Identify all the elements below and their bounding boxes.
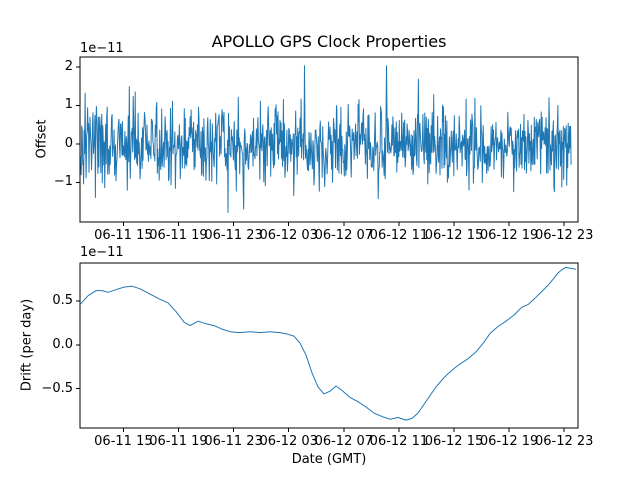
offset-x-tick-label: 06-11 23 — [204, 228, 263, 243]
drift-x-tick-label: 06-11 19 — [149, 434, 208, 449]
offset-x-tick-label: 06-12 03 — [259, 228, 318, 243]
offset-axes-tick-marks — [76, 66, 565, 226]
drift-x-tick-label: 06-12 03 — [259, 434, 318, 449]
offset-y-tick-label: 0 — [64, 135, 73, 151]
drift-axes-tick-marks — [76, 300, 565, 432]
offset-x-tick-label: 06-12 11 — [369, 228, 429, 243]
drift-y-tick-label: −0.5 — [41, 380, 73, 396]
x-axis-label: Date (GMT) — [291, 452, 367, 467]
offset-y-tick-label: −1 — [53, 174, 73, 190]
drift-x-tick-label: 06-12 07 — [314, 434, 374, 449]
offset-x-tick-label: 06-12 15 — [424, 228, 484, 243]
offset-y-tick-label: 2 — [64, 59, 73, 74]
offset-x-tick-label: 06-11 15 — [94, 228, 153, 243]
drift-x-tick-label: 06-11 23 — [204, 434, 263, 449]
offset-x-tick-label: 06-12 23 — [534, 228, 594, 243]
drift-x-tick-label: 06-11 15 — [94, 434, 153, 449]
drift-x-tick-label: 06-12 15 — [424, 434, 484, 449]
offset-data-line — [80, 65, 572, 213]
drift-y-tick-label: 0.5 — [52, 293, 73, 309]
offset-y-tick-label: 1 — [64, 97, 73, 113]
offset-axes-spines — [79, 56, 579, 223]
drift-y-tick-label: 0.0 — [52, 336, 73, 352]
offset-x-tick-label: 06-12 19 — [479, 228, 539, 243]
drift-x-tick-label: 06-12 11 — [369, 434, 429, 449]
drift-axes-spines — [79, 262, 579, 429]
drift-data-line — [79, 266, 577, 421]
offset-x-tick-label: 06-11 19 — [149, 228, 208, 243]
drift-x-tick-label: 06-12 23 — [534, 434, 594, 449]
drift-x-tick-label: 06-12 19 — [479, 434, 539, 449]
drift-axis-scale-text: 1e−11 — [80, 245, 124, 260]
offset-x-tick-label: 06-12 07 — [314, 228, 374, 243]
chart-title: APOLLO GPS Clock Properties — [211, 32, 447, 51]
offset-axis-scale-text: 1e−11 — [80, 41, 124, 56]
